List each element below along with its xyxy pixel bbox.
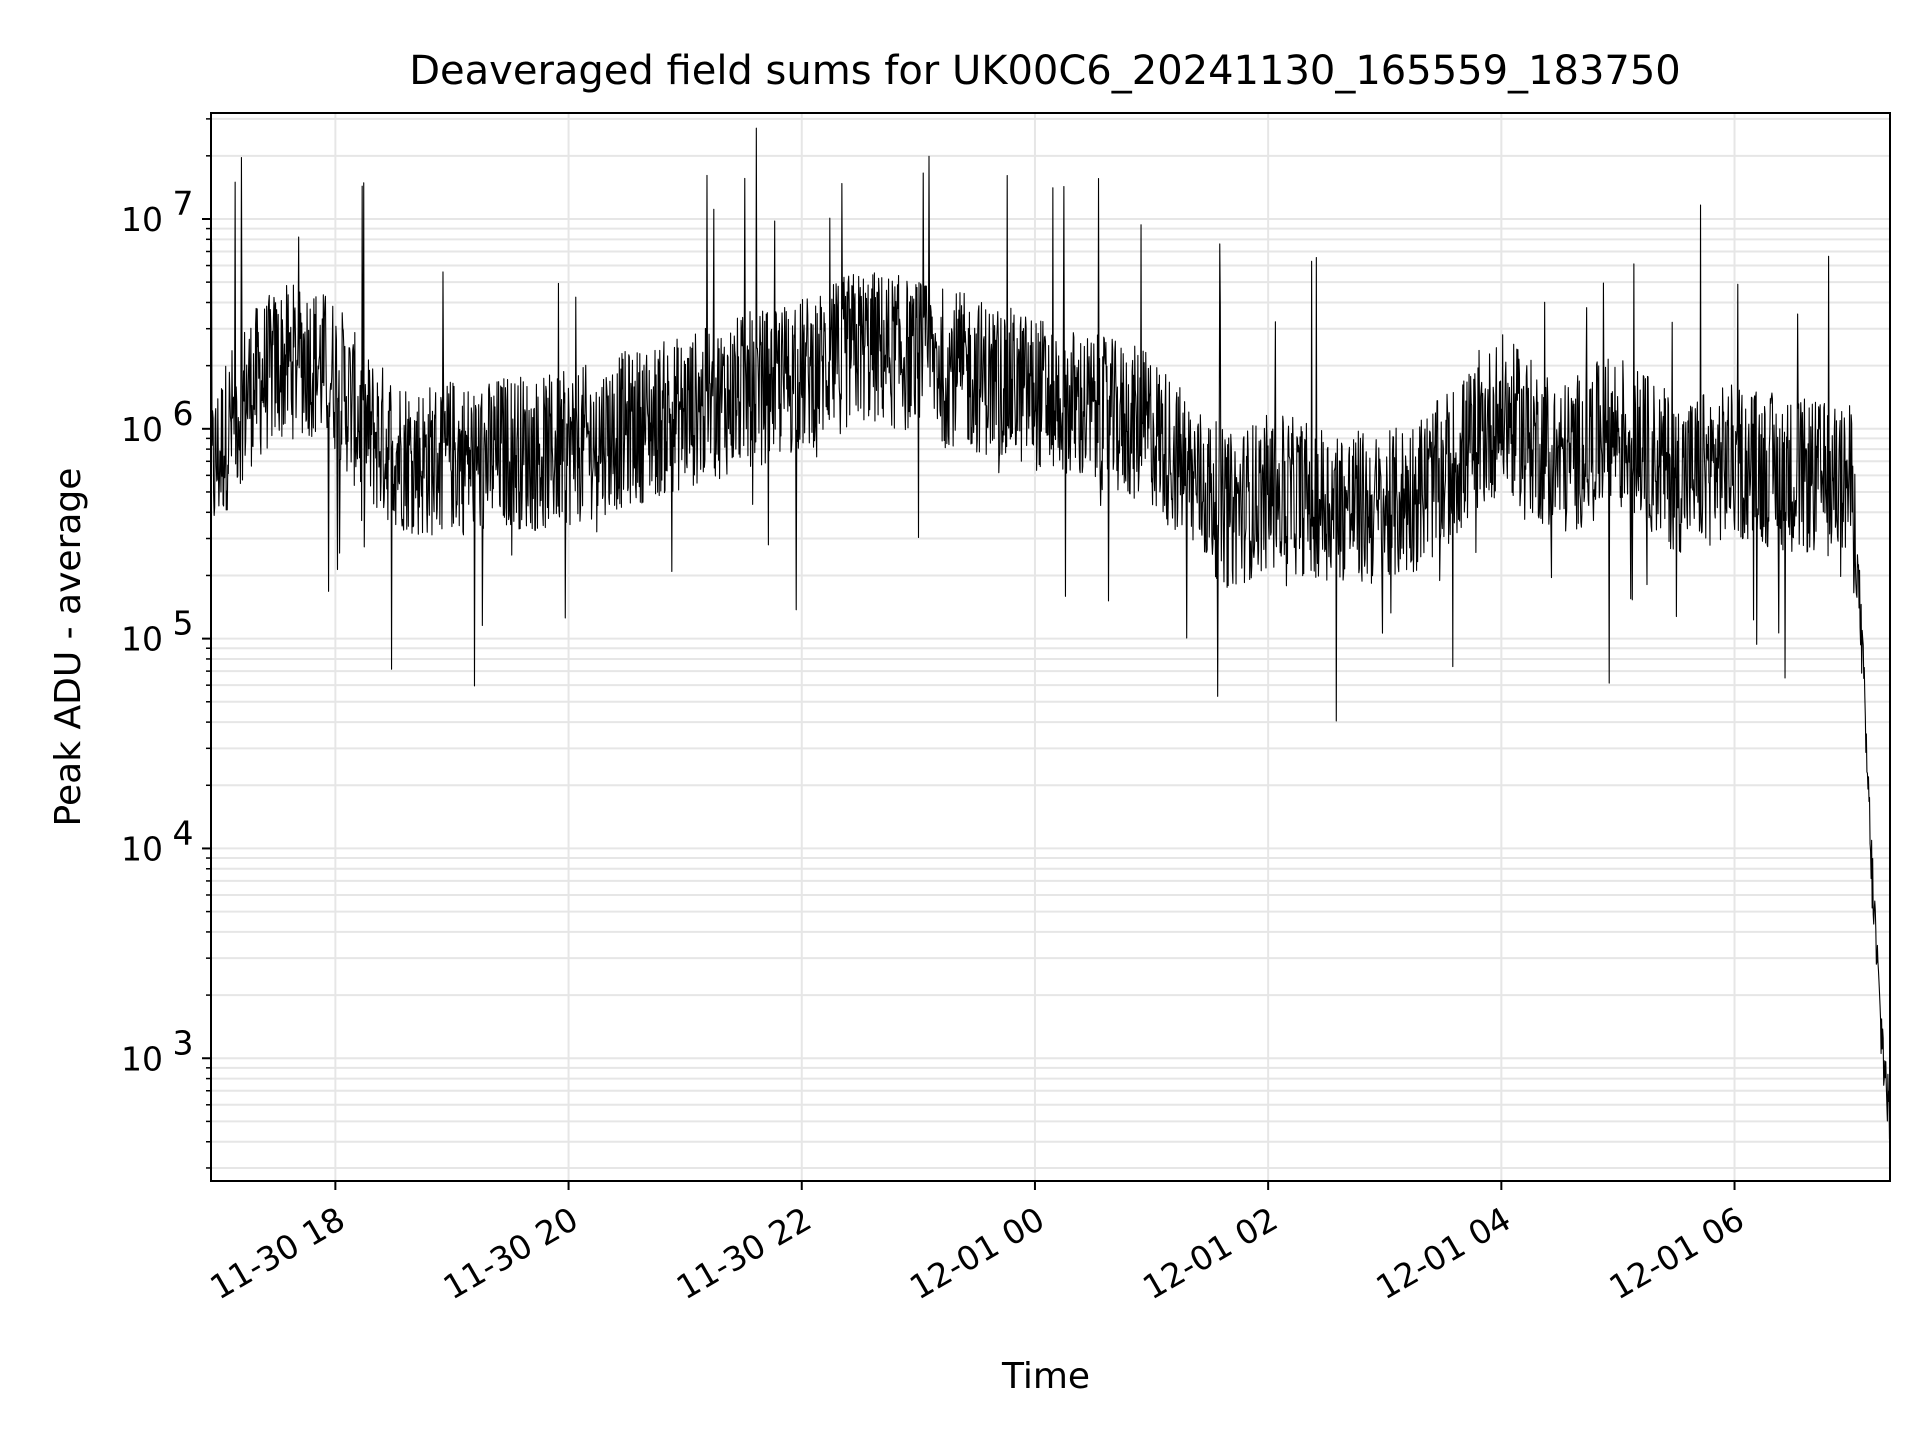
plot-area bbox=[210, 127, 1891, 1140]
x-axis-label: Time bbox=[1001, 1356, 1090, 1397]
y-tick-exponent: 5 bbox=[173, 604, 194, 643]
y-tick-label: 10 bbox=[121, 1039, 163, 1078]
y-tick-exponent: 7 bbox=[173, 184, 194, 223]
y-tick-label: 10 bbox=[121, 410, 163, 449]
series-line bbox=[210, 127, 1891, 1140]
grid bbox=[211, 113, 1890, 1181]
y-tick-label: 10 bbox=[121, 620, 163, 659]
y-tick-exponent: 4 bbox=[173, 813, 194, 852]
y-tick-exponent: 3 bbox=[173, 1023, 194, 1062]
y-tick-label: 10 bbox=[121, 200, 163, 239]
chart-title: Deaveraged field sums for UK00C6_2024113… bbox=[409, 48, 1680, 94]
y-axis-label: Peak ADU - average bbox=[48, 468, 89, 827]
plot-frame bbox=[210, 112, 1891, 1182]
y-tick-exponent: 6 bbox=[173, 394, 194, 433]
y-tick-label: 10 bbox=[121, 829, 163, 868]
